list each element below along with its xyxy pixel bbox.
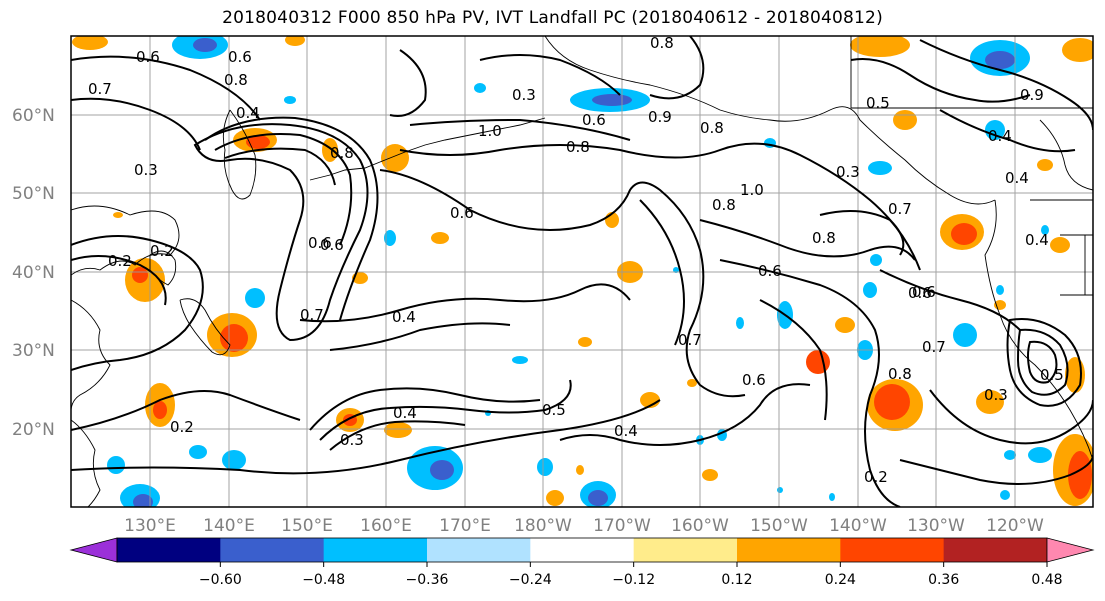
lat-label-20n: 20°N xyxy=(12,420,55,440)
colorbar-tick-label: −0.12 xyxy=(612,572,655,588)
colorbar-tick-label: 0.12 xyxy=(721,572,752,588)
lat-label-50n: 50°N xyxy=(12,184,55,204)
contour-label: 0.8 xyxy=(888,365,912,383)
contour-label: 0.8 xyxy=(650,34,674,52)
contour-label: 0.9 xyxy=(1020,86,1044,104)
colorbar-segment xyxy=(530,538,635,562)
lon-label: 150°E xyxy=(281,516,333,536)
contour-label: 0.6 xyxy=(908,284,932,302)
colorbar-segment xyxy=(943,538,1048,562)
colorbar-segment xyxy=(840,538,945,562)
map-title: 2018040312 F000 850 hPa PV, IVT Landfall… xyxy=(222,8,883,28)
lat-label-30n: 30°N xyxy=(12,341,55,361)
colorbar-tick-label: −0.48 xyxy=(302,572,345,588)
contour-label: 0.8 xyxy=(700,119,724,137)
colorbar-tick-label: −0.36 xyxy=(406,572,449,588)
colorbar-tick-label: 0.24 xyxy=(825,572,856,588)
map-frame xyxy=(70,35,1094,508)
lon-label: 130°W xyxy=(907,516,965,536)
contour-label: 0.6 xyxy=(308,234,332,252)
contour-label: 0.3 xyxy=(134,161,158,179)
lon-label: 170°W xyxy=(593,516,651,536)
contour-label: 1.0 xyxy=(740,181,764,199)
colorbar-tick-label: −0.60 xyxy=(199,572,242,588)
contour-label: 0.7 xyxy=(922,338,946,356)
contour-label: 0.6 xyxy=(758,262,782,280)
colorbar-tick-label: 0.48 xyxy=(1031,572,1062,588)
longitude-labels: 130°E 140°E 150°E 160°E 170°E 180°W 170°… xyxy=(124,516,1044,536)
contour-label: 0.2 xyxy=(864,468,888,486)
contour-label: 0.9 xyxy=(648,108,672,126)
contour-label: 0.4 xyxy=(988,127,1012,145)
lon-label: 120°W xyxy=(986,516,1044,536)
contour-label: 0.4 xyxy=(1025,231,1049,249)
lon-label: 170°E xyxy=(439,516,491,536)
lon-label: 150°W xyxy=(750,516,808,536)
contour-label: 0.4 xyxy=(614,422,638,440)
contour-label: 0.8 xyxy=(566,138,590,156)
contour-label: 0.2 xyxy=(150,242,174,260)
contour-label: 0.3 xyxy=(836,163,860,181)
contour-label: 0.7 xyxy=(88,80,112,98)
colorbar-segment xyxy=(427,538,531,562)
contour-label: 0.4 xyxy=(1005,169,1029,187)
lon-label: 180°W xyxy=(514,516,572,536)
lat-label-40n: 40°N xyxy=(12,263,55,283)
colorbar: −0.60 −0.48 −0.36 −0.24 −0.12 0.12 0.24 0.36 0.4… xyxy=(69,537,1095,588)
lon-label: 140°W xyxy=(829,516,887,536)
contour-label: 1.0 xyxy=(478,122,502,140)
colorbar-tick-label: −0.24 xyxy=(509,572,552,588)
contour-label: 0.6 xyxy=(582,111,606,129)
contour-label: 0.7 xyxy=(300,306,324,324)
contour-label: 0.2 xyxy=(108,252,132,270)
contour-label: 0.5 xyxy=(542,401,566,419)
lon-label: 160°E xyxy=(360,516,412,536)
contour-label: 0.3 xyxy=(340,431,364,449)
contour-label: 0.4 xyxy=(392,308,416,326)
contour-label: 0.7 xyxy=(888,200,912,218)
contour-label: 0.4 xyxy=(236,104,260,122)
lon-label: 160°W xyxy=(671,516,729,536)
colorbar-segment xyxy=(117,538,221,562)
colorbar-segment xyxy=(220,538,325,562)
contour-label: 0.6 xyxy=(742,371,766,389)
colorbar-extend-min xyxy=(69,537,118,563)
contour-label: 0.6 xyxy=(136,48,160,66)
contour-label: 0.2 xyxy=(170,418,194,436)
contour-labels: 0.6 0.7 0.4 0.3 0.2 0.6 0.6 0.7 0.6 0.4 … xyxy=(88,34,1064,486)
contour-label: 0.8 xyxy=(812,229,836,247)
contour-label: 0.6 xyxy=(228,48,252,66)
lat-label-60n: 60°N xyxy=(12,106,55,126)
contour-label: 0.8 xyxy=(330,144,354,162)
lon-label: 140°E xyxy=(203,516,255,536)
contour-label: 0.6 xyxy=(320,236,344,254)
negative-anomaly-shading xyxy=(107,36,1052,507)
colorbar-segment xyxy=(737,538,841,562)
contour-label: 0.5 xyxy=(866,94,890,112)
contour-label: 0.6 xyxy=(450,204,474,222)
contour-label: 0.6 xyxy=(912,283,936,301)
contour-label: 0.7 xyxy=(678,331,702,349)
contour-label: 0.4 xyxy=(393,404,417,422)
colorbar-tick-label: 0.36 xyxy=(928,572,959,588)
contour-label: 0.3 xyxy=(984,386,1008,404)
contour-label: 0.8 xyxy=(712,196,736,214)
lon-label: 130°E xyxy=(124,516,176,536)
colorbar-segment xyxy=(323,538,428,562)
positive-anomaly-shading xyxy=(72,36,1093,506)
contour-label: 0.3 xyxy=(512,86,536,104)
colorbar-segment xyxy=(633,538,738,562)
contour-label: 0.5 xyxy=(1040,366,1064,384)
colorbar-extend-max xyxy=(1046,537,1095,563)
contour-label: 0.8 xyxy=(224,71,248,89)
latitude-labels: 60°N 50°N 40°N 30°N 20°N xyxy=(12,106,55,440)
pv-contours xyxy=(71,36,1093,507)
